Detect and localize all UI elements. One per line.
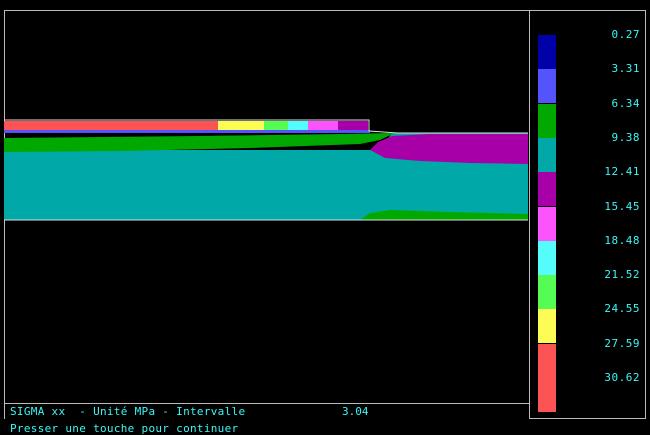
coating-purple-band [338, 121, 368, 130]
continue-prompt: Presser une touche pour continuer [10, 422, 239, 435]
legend-label: 15.45 [604, 199, 640, 213]
coating-green-band [264, 121, 288, 130]
legend-label: 24.55 [604, 302, 640, 316]
green-upper-band [4, 133, 395, 152]
status-divider [4, 403, 530, 404]
legend-swatch [538, 343, 556, 378]
legend-label: 30.62 [604, 371, 640, 384]
coating-red-band [4, 121, 218, 130]
legend-swatch [538, 275, 556, 310]
legend-swatch [538, 240, 556, 275]
legend-swatch [538, 137, 556, 172]
magenta-stress-region [370, 134, 528, 164]
coating-yellow-band [218, 121, 264, 130]
legend-swatch [538, 69, 556, 104]
legend-swatch [538, 378, 556, 412]
legend-label: 21.52 [604, 268, 640, 282]
legend-label: 18.48 [604, 233, 640, 247]
legend-label: 6.34 [611, 96, 640, 110]
legend-label: 9.38 [611, 130, 640, 144]
legend-frame [530, 10, 646, 419]
legend-swatch [538, 309, 556, 344]
coating-cyan-band [288, 121, 308, 130]
legend-swatch [538, 172, 556, 207]
legend-label: 0.27 [611, 28, 640, 41]
interface-blue-line [4, 130, 370, 133]
coating-pink-band [308, 121, 338, 130]
legend-label: 3.31 [611, 62, 640, 76]
interval-value: 3.04 [342, 405, 369, 418]
legend-swatch [538, 35, 556, 69]
legend-swatch [538, 103, 556, 138]
green-lower-band [360, 210, 528, 220]
legend-swatch [538, 206, 556, 241]
legend-label: 12.41 [604, 165, 640, 179]
legend-label: 27.59 [604, 336, 640, 350]
status-text: SIGMA xx - Unité MPa - Intervalle [10, 405, 246, 418]
coating-outline [4, 119, 528, 134]
